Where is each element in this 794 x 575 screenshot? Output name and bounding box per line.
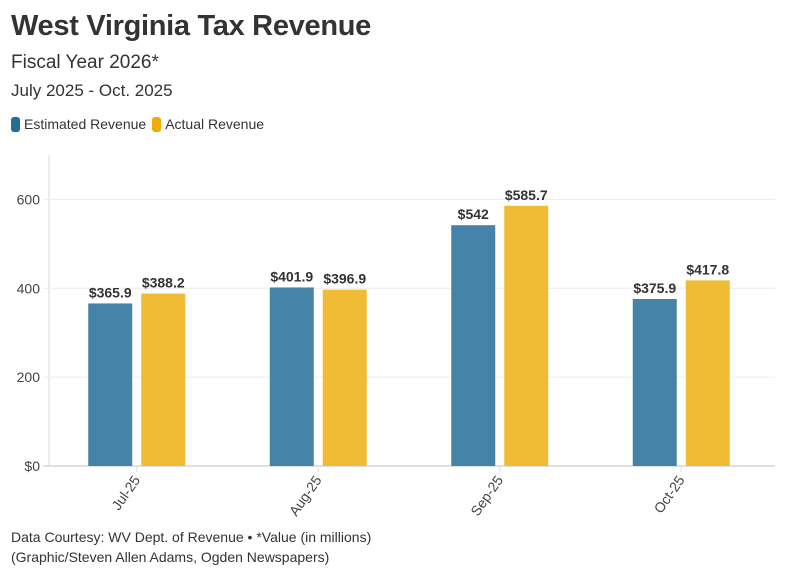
bar-actual — [504, 205, 549, 466]
bar-estimated — [451, 225, 496, 466]
x-tick-label: Aug-25 — [286, 472, 325, 518]
y-tick-label: 200 — [17, 369, 41, 385]
legend-label-actual: Actual Revenue — [165, 116, 265, 132]
bar-actual — [322, 289, 367, 466]
bar-estimated — [632, 298, 677, 466]
data-label: $417.8 — [686, 261, 729, 277]
chart-subtitle: Fiscal Year 2026* — [11, 52, 159, 73]
source-note: Data Courtesy: WV Dept. of Revenue • *Va… — [11, 529, 372, 545]
date-range: July 2025 - Oct. 2025 — [11, 81, 173, 100]
bar-actual — [685, 280, 730, 466]
y-tick-label: 600 — [17, 191, 41, 207]
data-label: $542 — [458, 206, 489, 222]
legend-swatch-actual — [152, 116, 162, 132]
data-label: $365.9 — [89, 284, 132, 300]
legend: Estimated Revenue Actual Revenue — [11, 116, 270, 132]
bar-actual — [141, 293, 186, 466]
footer: Data Courtesy: WV Dept. of Revenue • *Va… — [11, 527, 371, 567]
legend-item-actual: Actual Revenue — [152, 116, 264, 132]
bar-estimated — [269, 287, 314, 466]
credit-note: (Graphic/Steven Allen Adams, Ogden Newsp… — [11, 549, 330, 565]
bar-estimated — [88, 303, 133, 466]
x-tick-label: Jul-25 — [108, 472, 143, 513]
legend-item-estimated: Estimated Revenue — [11, 116, 146, 132]
data-label: $585.7 — [505, 187, 548, 203]
y-tick-label: $0 — [24, 458, 40, 474]
y-tick-label: 400 — [17, 280, 41, 296]
data-label: $401.9 — [270, 268, 313, 284]
data-label: $375.9 — [633, 280, 676, 296]
x-tick-label: Sep-25 — [467, 472, 506, 518]
data-label: $396.9 — [323, 271, 366, 287]
data-label: $388.2 — [142, 275, 185, 291]
legend-label-estimated: Estimated Revenue — [24, 116, 147, 132]
x-tick-label: Oct-25 — [651, 472, 688, 516]
chart-title: West Virginia Tax Revenue — [11, 10, 371, 42]
legend-swatch-estimated — [11, 116, 20, 132]
